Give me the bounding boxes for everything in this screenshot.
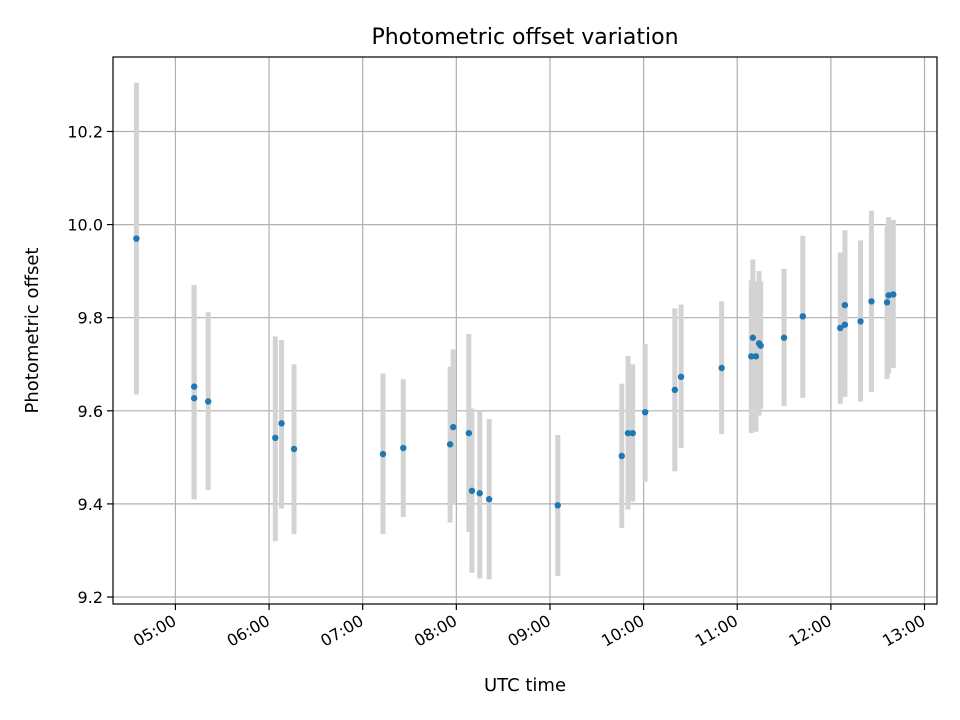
data-point [883, 299, 891, 306]
x-axis-label: UTC time [484, 675, 566, 696]
data-point [446, 441, 454, 448]
y-tick-label: 9.4 [78, 495, 103, 514]
data-point [757, 342, 764, 349]
data-point [450, 423, 457, 431]
data-point [554, 502, 561, 509]
data-point [485, 496, 493, 503]
y-tick-label: 10.0 [67, 216, 103, 235]
data-point [190, 383, 198, 390]
data-point [468, 487, 476, 495]
data-point [752, 353, 760, 360]
plot-frame [112, 56, 938, 605]
data-point [272, 434, 279, 442]
data-point [204, 398, 212, 405]
data-point [748, 353, 755, 360]
data-point [799, 313, 806, 320]
y-tick-label: 9.6 [78, 402, 103, 421]
data-points [133, 235, 897, 509]
y-tick-label: 9.8 [78, 309, 103, 328]
data-point [290, 445, 298, 453]
grid [113, 57, 937, 604]
y-tick-label: 10.2 [67, 122, 103, 141]
data-point [133, 235, 140, 242]
data-point [624, 429, 632, 437]
data-point [465, 429, 473, 437]
data-point [837, 324, 844, 332]
data-point [618, 452, 625, 460]
data-point [641, 409, 649, 416]
data-point [857, 318, 864, 325]
data-point [890, 291, 897, 298]
data-point [868, 298, 875, 305]
data-point [780, 334, 788, 341]
y-axis-label: Photometric offset [22, 248, 43, 414]
data-point [278, 420, 285, 427]
data-point [749, 334, 757, 341]
y-tick-label: 9.2 [78, 588, 103, 607]
data-point [841, 301, 849, 309]
data-point [190, 395, 198, 402]
data-point [476, 490, 483, 497]
data-point [841, 321, 849, 328]
data-point [629, 429, 636, 437]
chart-title: Photometric offset variation [371, 25, 678, 50]
data-point [671, 386, 679, 394]
data-point [677, 373, 685, 381]
data-point [379, 450, 387, 458]
data-point [718, 364, 725, 372]
data-point [400, 444, 407, 452]
